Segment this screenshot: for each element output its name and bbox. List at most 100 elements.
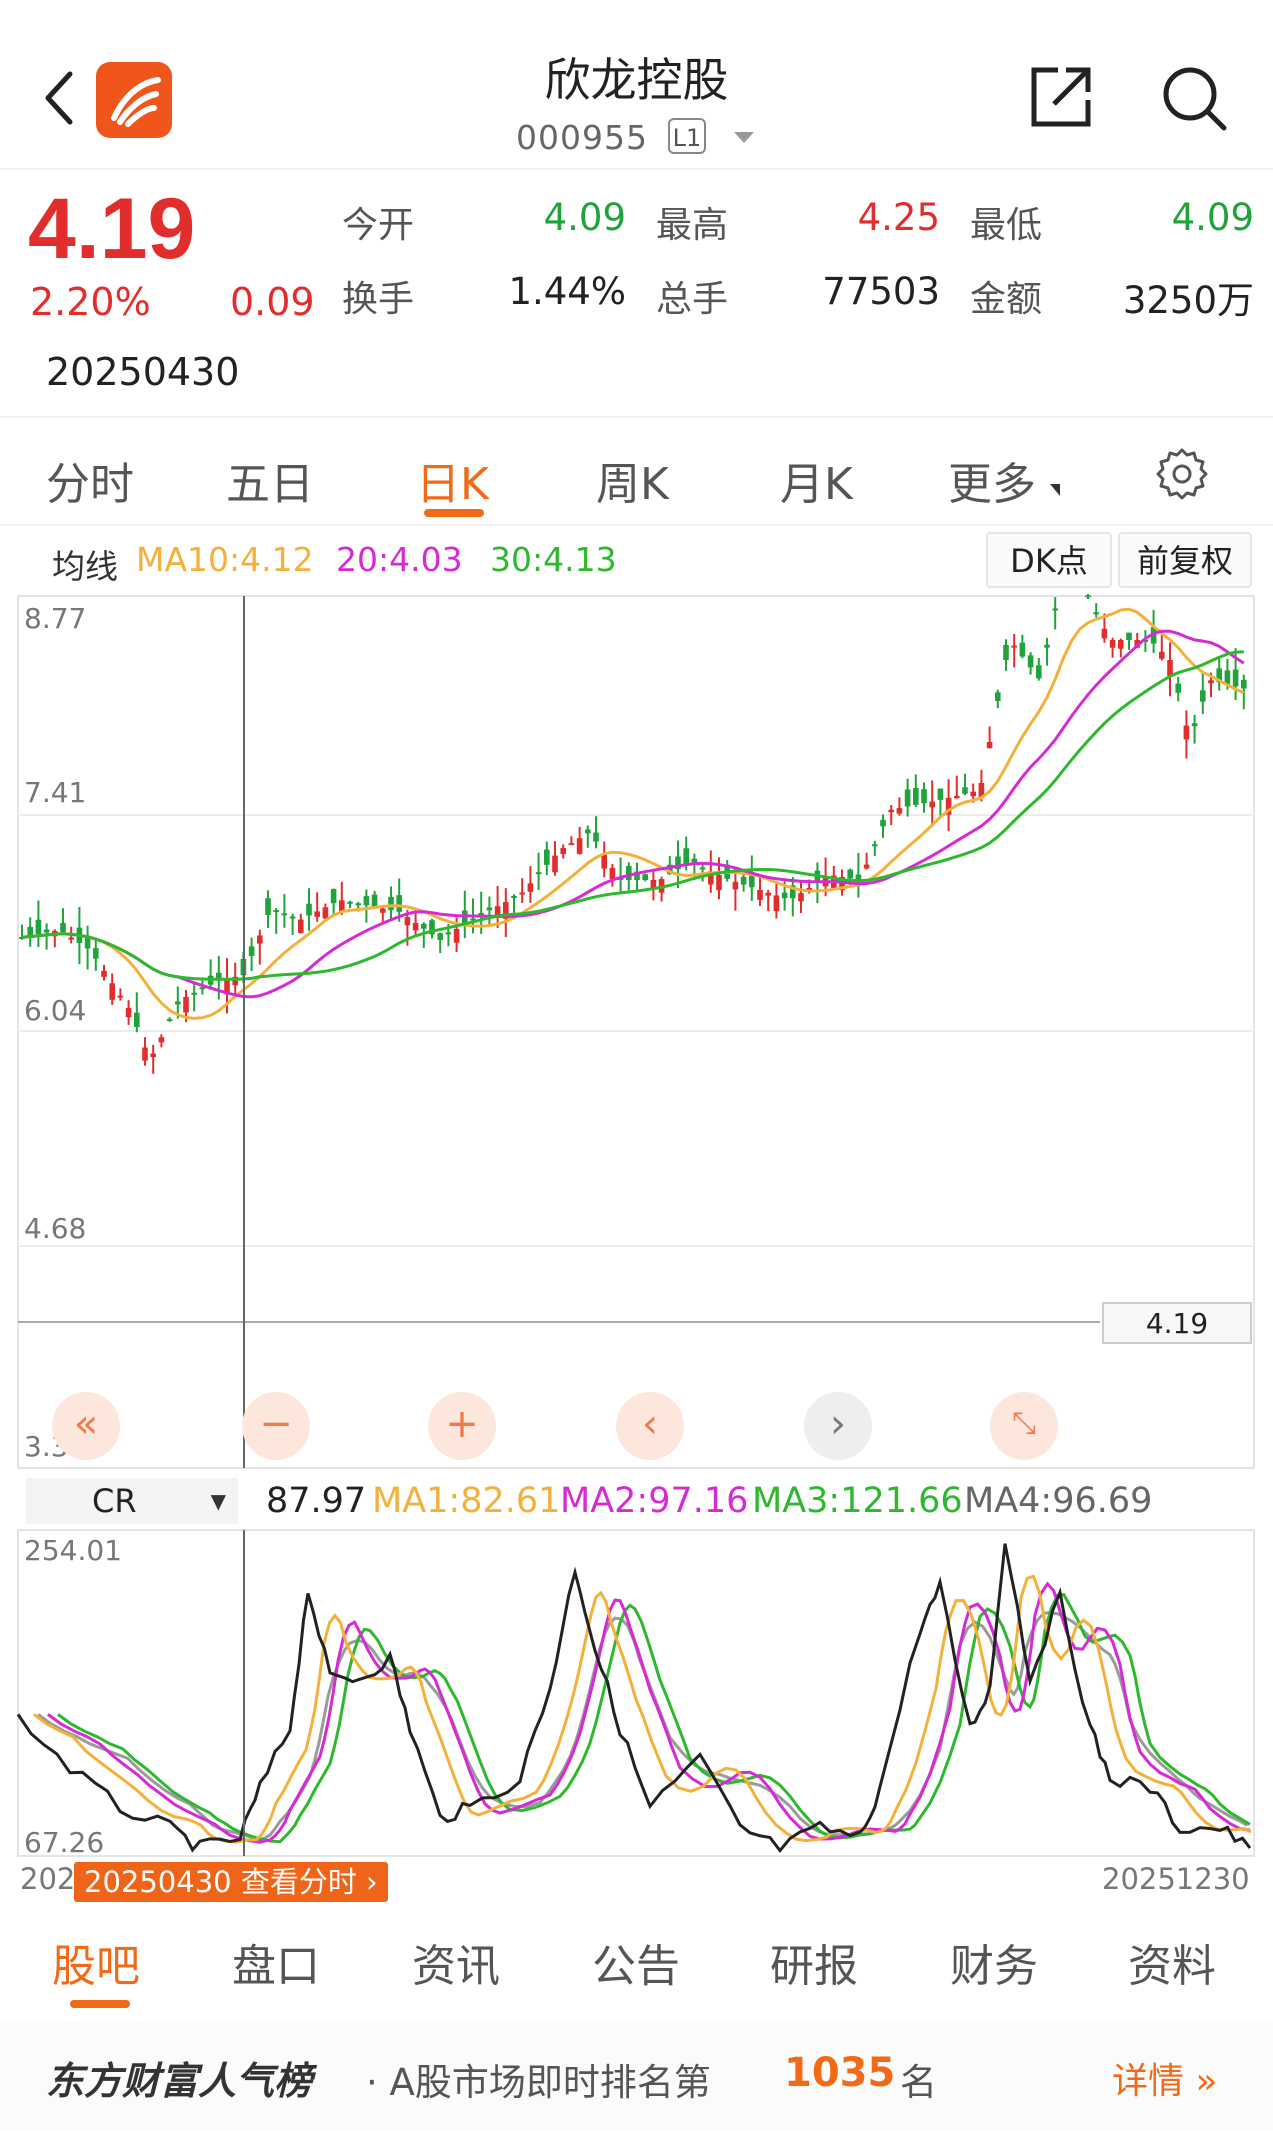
scroll-left-fast-button[interactable]: «	[52, 1392, 120, 1460]
candle-body	[708, 871, 714, 885]
cr-ma4: MA4:96.69	[964, 1481, 1153, 1521]
gear-icon	[1156, 448, 1208, 500]
candle-body	[929, 801, 935, 808]
back-button[interactable]	[38, 62, 82, 132]
current-price: 4.19	[28, 181, 196, 277]
active-tab-indicator	[424, 509, 484, 517]
tab-news[interactable]: 资讯	[412, 1941, 500, 1992]
candle-body	[43, 929, 50, 933]
fullscreen-button[interactable]: ⤡	[990, 1392, 1058, 1460]
y-tick-4: 4.68	[24, 1212, 87, 1245]
zoom-out-button[interactable]: −	[242, 1392, 310, 1460]
search-button[interactable]	[1160, 64, 1230, 134]
candle-body	[1085, 595, 1091, 598]
candle-body	[371, 894, 378, 907]
candle-body	[470, 918, 476, 921]
candle-body	[757, 890, 763, 900]
scroll-right-button[interactable]: ›	[804, 1392, 872, 1460]
candle-body	[1159, 651, 1165, 659]
dk-point-button[interactable]: DK点	[986, 532, 1112, 588]
candle-body	[339, 900, 345, 912]
tab-more[interactable]: 更多	[948, 459, 1036, 510]
indicator-select[interactable]: CR ▼	[26, 1478, 238, 1524]
adjust-button[interactable]: 前复权	[1118, 532, 1252, 588]
cursor-date-tag[interactable]: 20250430 查看分时 ›	[74, 1862, 388, 1902]
candle-body	[1216, 668, 1222, 683]
candle-body	[224, 978, 230, 995]
tab-finance[interactable]: 财务	[950, 1941, 1038, 1992]
candle-body	[486, 907, 493, 911]
volume-label: 总手	[656, 279, 729, 320]
candle-body	[273, 910, 279, 913]
popularity-banner[interactable]: 东方财富人气榜 · A股市场即时排名第 1035 名 详情 »	[0, 2020, 1273, 2130]
share-icon	[1031, 67, 1091, 127]
detail-link[interactable]: 详情 »	[1112, 2061, 1218, 2102]
tab-guba[interactable]: 股吧	[52, 1941, 140, 1992]
candle-body	[1126, 632, 1132, 640]
candle-body	[560, 848, 566, 855]
candle-body	[519, 892, 525, 895]
tab-monthly-k[interactable]: 月K	[780, 459, 853, 510]
stock-code: 000955	[516, 118, 648, 157]
kline-chart[interactable]	[0, 594, 1273, 1474]
cr-y-bottom: 67.26	[24, 1826, 105, 1859]
tab-announcement[interactable]: 公告	[592, 1941, 680, 1992]
candle-body	[134, 1012, 140, 1027]
tab-minute[interactable]: 分时	[46, 459, 134, 510]
tab-daily-k[interactable]: 日K	[416, 459, 489, 510]
open-label: 今开	[342, 205, 415, 246]
low-value: 4.09	[1171, 196, 1254, 239]
detail-label: 详情	[1112, 2061, 1185, 2102]
cr-chart[interactable]	[0, 1528, 1273, 1858]
candle-body	[412, 922, 419, 931]
zoom-in-button[interactable]: +	[428, 1392, 496, 1460]
candle-body	[60, 922, 66, 932]
rank-suffix: 名	[900, 2061, 937, 2104]
caret-down-icon[interactable]	[734, 132, 754, 143]
scroll-left-button[interactable]: ‹	[616, 1392, 684, 1460]
candle-body	[437, 933, 443, 940]
y-tick-3: 6.04	[24, 994, 87, 1027]
candle-body	[396, 895, 402, 912]
tab-research[interactable]: 研报	[770, 1941, 858, 1992]
candle-body	[585, 829, 591, 834]
candle-body	[314, 911, 320, 917]
candle-body	[527, 883, 534, 892]
tab-five-day[interactable]: 五日	[226, 459, 314, 510]
candle-body	[1167, 660, 1173, 676]
high-value: 4.25	[857, 196, 940, 239]
chevron-left-icon	[45, 71, 73, 125]
settings-button[interactable]	[1156, 448, 1208, 500]
cr-line	[16, 1543, 1252, 1854]
candle-body	[1183, 725, 1190, 740]
share-button[interactable]	[1028, 64, 1094, 130]
candle-body	[453, 928, 460, 943]
y-tick-2: 7.41	[24, 776, 87, 809]
candle-body	[404, 917, 411, 926]
candle-body	[921, 789, 927, 804]
candle-body	[1027, 655, 1034, 668]
candle-body	[1003, 644, 1009, 660]
cr-ma2-line	[47, 1581, 1251, 1844]
indicator-select-label: CR	[92, 1482, 137, 1520]
ma10-line	[21, 607, 1245, 1020]
dropdown-arrow-icon: ▼	[210, 1489, 226, 1513]
candle-body	[191, 992, 197, 995]
candle-body	[175, 1001, 181, 1005]
tab-profile[interactable]: 资料	[1128, 1941, 1216, 1992]
candle-body	[749, 875, 755, 888]
candle-body	[601, 854, 607, 869]
candle-body	[535, 872, 542, 875]
search-icon	[1163, 67, 1227, 131]
more-triangle-icon	[1050, 484, 1060, 496]
candle-body	[1044, 644, 1050, 648]
tab-weekly-k[interactable]: 周K	[596, 459, 669, 510]
candle-body	[183, 997, 189, 1013]
candle-body	[699, 867, 706, 870]
candle-body	[347, 901, 353, 904]
level-badge[interactable]: L1	[668, 118, 706, 154]
candle-body	[552, 855, 558, 873]
tab-pankou[interactable]: 盘口	[232, 1941, 320, 1992]
candle-body	[232, 976, 238, 986]
ma20-line	[21, 629, 1245, 999]
